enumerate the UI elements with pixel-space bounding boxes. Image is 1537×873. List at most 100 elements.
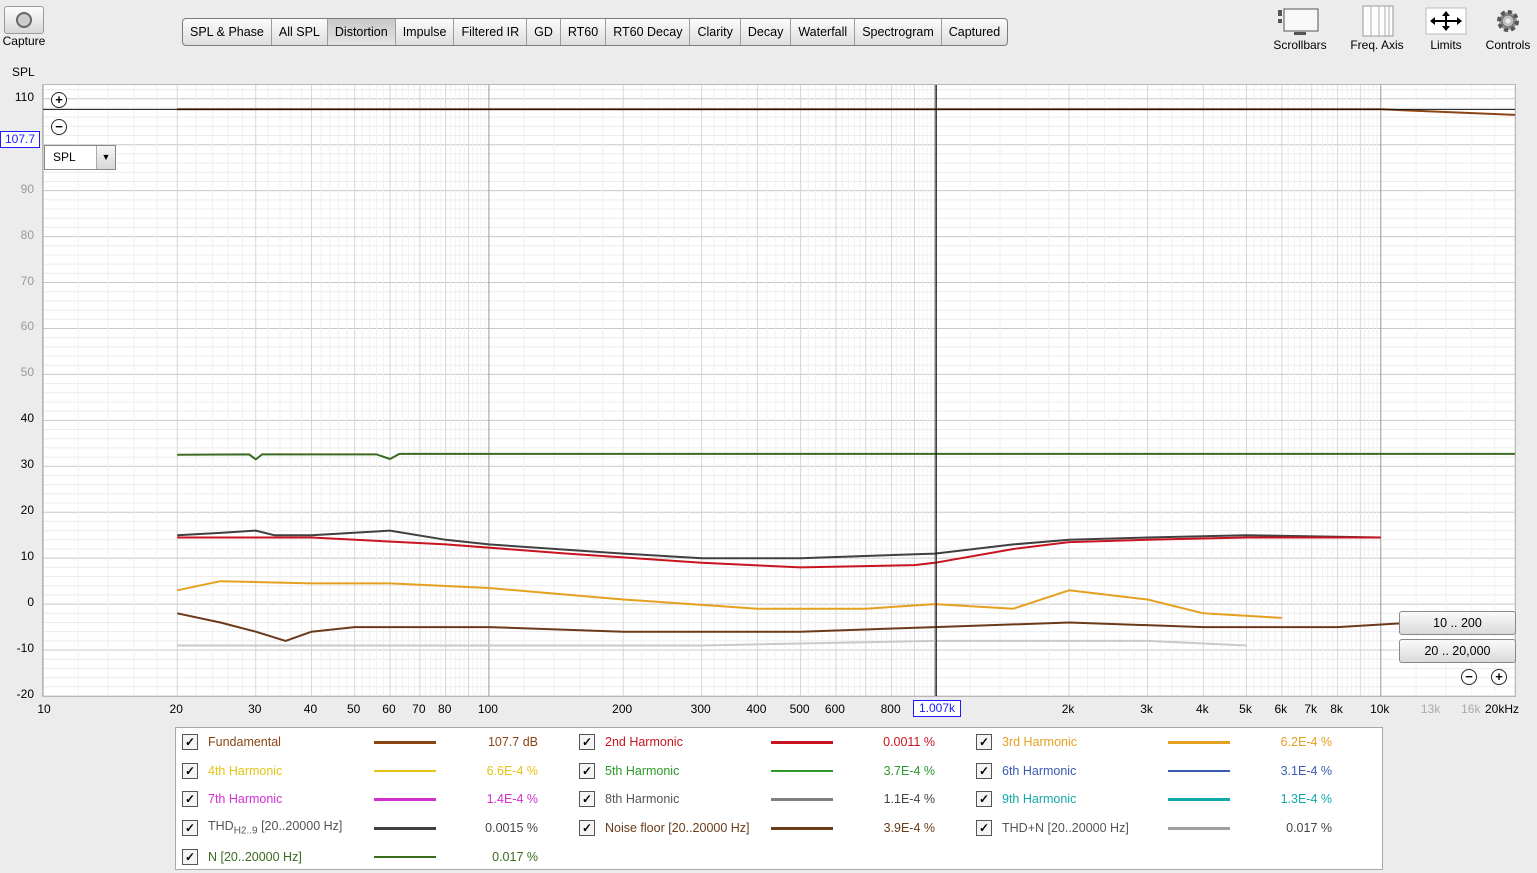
x-tick-label: 400 xyxy=(746,702,767,716)
tab-decay[interactable]: Decay xyxy=(741,19,792,45)
x-tick-label: 4k xyxy=(1195,702,1209,716)
y-tick-label: 10 xyxy=(20,549,34,564)
legend-item-9th-harmonic[interactable]: ✓ 9th Harmonic xyxy=(976,788,1076,810)
legend-label-text: 4th Harmonic xyxy=(208,763,283,778)
x-tick-label: 5k xyxy=(1239,702,1252,716)
legend-label: 4th Harmonic xyxy=(208,764,282,778)
y-tick-label: 0 xyxy=(27,595,34,610)
y-tick-label: 110 xyxy=(14,89,34,104)
legend-item-n-20-20000-hz[interactable]: ✓ N [20..20000 Hz] xyxy=(182,846,302,868)
tab-impulse[interactable]: Impulse xyxy=(396,19,455,45)
y-cursor-readout: 107.7 xyxy=(0,131,40,148)
legend-color-swatch xyxy=(374,798,436,801)
x-tick-label: 10k xyxy=(1370,702,1390,716)
legend-label-text: 8th Harmonic xyxy=(605,792,680,807)
series-line-thd-h2-9-20-20000-hz xyxy=(177,529,1381,560)
legend-checkbox[interactable]: ✓ xyxy=(182,791,198,808)
legend-value: 6.2E-4 % xyxy=(1280,735,1332,749)
y-tick-label: 30 xyxy=(20,457,34,472)
range-preset-10-200-button[interactable]: 10 .. 200 xyxy=(1399,611,1516,635)
legend-checkbox[interactable]: ✓ xyxy=(182,762,198,779)
x-tick-label: 30 xyxy=(248,702,262,716)
y-tick-label: -10 xyxy=(16,641,34,656)
chevron-down-icon[interactable]: ▼ xyxy=(96,146,115,169)
legend-item-8th-harmonic[interactable]: ✓ 8th Harmonic xyxy=(579,788,679,810)
tab-rt60[interactable]: RT60 xyxy=(561,19,607,45)
legend-item-6th-harmonic[interactable]: ✓ 6th Harmonic xyxy=(976,760,1076,782)
y-axis-unit-label: SPL xyxy=(12,65,35,79)
legend-label-text: THD+N [20..20000 Hz] xyxy=(1002,821,1129,836)
legend-item-fundamental[interactable]: ✓ Fundamental xyxy=(182,731,281,753)
legend-item-noise-floor-20-20000-hz[interactable]: ✓ Noise floor [20..20000 Hz] xyxy=(579,817,750,839)
x-tick-label: 100 xyxy=(477,702,498,716)
series-line-noise-floor-20-20000-hz xyxy=(176,612,1515,642)
tab-filtered-ir[interactable]: Filtered IR xyxy=(454,19,528,45)
zoom-in-icon[interactable]: + xyxy=(51,92,67,108)
legend-label: N [20..20000 Hz] xyxy=(208,850,302,864)
legend-label-subscript: H2..9 xyxy=(233,825,258,837)
legend-color-swatch xyxy=(374,827,436,830)
legend-checkbox[interactable]: ✓ xyxy=(579,734,595,750)
legend-checkbox[interactable]: ✓ xyxy=(182,848,198,865)
camera-icon[interactable] xyxy=(4,6,44,34)
x-zoom-out-icon[interactable]: − xyxy=(1461,669,1477,685)
legend-value: 3.1E-4 % xyxy=(1280,763,1332,778)
legend-checkbox[interactable]: ✓ xyxy=(976,791,992,808)
legend-checkbox[interactable]: ✓ xyxy=(579,762,595,779)
legend-item-thd-h2-9[interactable]: ✓ THDH2..9 [20..20000 Hz] xyxy=(182,817,342,839)
legend-color-swatch xyxy=(771,769,833,773)
legend-label-text: Fundamental xyxy=(208,735,281,749)
tab-all-spl[interactable]: All SPL xyxy=(272,19,328,45)
legend-checkbox[interactable]: ✓ xyxy=(976,820,992,837)
legend-checkbox[interactable]: ✓ xyxy=(579,791,595,808)
scrollbars-tool[interactable]: Scrollbars xyxy=(1268,4,1332,52)
legend-checkbox[interactable]: ✓ xyxy=(182,820,198,837)
legend-value: 1.4E-4 % xyxy=(486,792,538,807)
tab-waterfall[interactable]: Waterfall xyxy=(791,19,856,45)
legend-value: 0.0015 % xyxy=(485,821,538,836)
legend-checkbox[interactable]: ✓ xyxy=(976,762,992,779)
legend-label: 3rd Harmonic xyxy=(1002,735,1077,749)
controls-tool[interactable]: Controls xyxy=(1482,4,1534,52)
x-tick-label: 300 xyxy=(690,702,711,716)
capture-tool[interactable]: Capture xyxy=(0,0,48,48)
legend-label: 7th Harmonic xyxy=(208,792,282,806)
tab-distortion[interactable]: Distortion xyxy=(327,19,396,45)
legend-label: Noise floor [20..20000 Hz] xyxy=(605,821,750,835)
tab-spl-phase[interactable]: SPL & Phase xyxy=(183,19,272,45)
x-tick-label: 500 xyxy=(789,702,810,716)
range-preset-20-20000-button[interactable]: 20 .. 20,000 xyxy=(1399,639,1516,663)
zoom-out-icon[interactable]: − xyxy=(51,119,67,135)
legend-color-swatch xyxy=(374,855,436,859)
y-tick-label: 60 xyxy=(20,319,34,334)
distortion-graph[interactable] xyxy=(42,84,1516,697)
series-line-thd-n-20-20000-hz xyxy=(177,639,1247,647)
legend-item-3rd-harmonic[interactable]: ✓ 3rd Harmonic xyxy=(976,731,1077,753)
legend-item-4th-harmonic[interactable]: ✓ 4th Harmonic xyxy=(182,760,282,782)
x-tick-label: 7k xyxy=(1304,702,1318,716)
legend-label-text: 9th Harmonic xyxy=(1002,792,1077,807)
legend-checkbox[interactable]: ✓ xyxy=(182,734,198,750)
limits-tool[interactable]: Limits xyxy=(1418,4,1474,52)
tab-clarity[interactable]: Clarity xyxy=(690,19,741,45)
legend-value: 0.017 % xyxy=(1286,821,1332,836)
tab-spectrogram[interactable]: Spectrogram xyxy=(855,19,942,45)
legend-item-thd-n-20-20000-hz[interactable]: ✓ THD+N [20..20000 Hz] xyxy=(976,817,1129,839)
legend-value: 1.1E-4 % xyxy=(883,792,935,807)
scrollbars-label: Scrollbars xyxy=(1273,38,1327,52)
x-tick-label: 10 xyxy=(37,702,51,716)
y-scale-dropdown[interactable]: SPL ▼ xyxy=(44,145,116,170)
legend-label-text: N [20..20000 Hz] xyxy=(208,849,302,864)
legend-item-7th-harmonic[interactable]: ✓ 7th Harmonic xyxy=(182,788,282,810)
freq-axis-tool[interactable]: Freq. Axis xyxy=(1344,4,1410,52)
tab-gd[interactable]: GD xyxy=(527,19,561,45)
legend-checkbox[interactable]: ✓ xyxy=(579,820,595,837)
legend-value: 6.6E-4 % xyxy=(486,763,538,778)
tab-captured[interactable]: Captured xyxy=(948,25,1001,39)
x-tick-label: 6k xyxy=(1274,702,1288,716)
legend-item-5th-harmonic[interactable]: ✓ 5th Harmonic xyxy=(579,760,679,782)
x-zoom-in-icon[interactable]: + xyxy=(1491,669,1507,685)
legend-checkbox[interactable]: ✓ xyxy=(976,734,992,750)
legend-item-2nd-harmonic[interactable]: ✓ 2nd Harmonic xyxy=(579,731,683,753)
tab-rt60-decay[interactable]: RT60 Decay xyxy=(606,19,691,45)
